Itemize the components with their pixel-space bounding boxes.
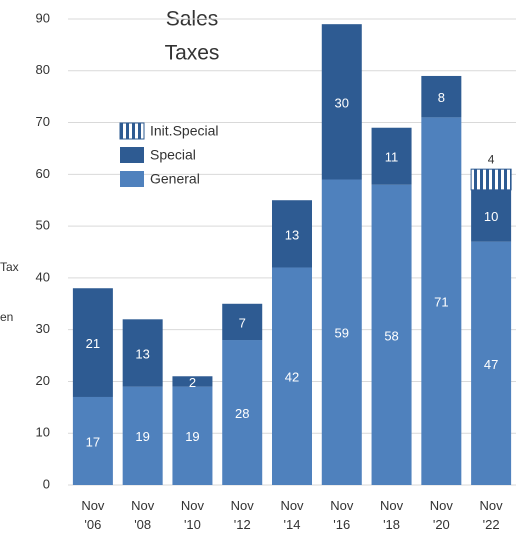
bar-segment — [222, 303, 263, 341]
data-label: 42 — [285, 370, 299, 385]
data-label: 30 — [335, 95, 349, 110]
x-tick-label: Nov '08 — [131, 498, 155, 532]
bar-segment — [371, 127, 412, 185]
data-label: 4 — [488, 152, 495, 166]
legend-swatch — [120, 171, 144, 187]
y-tick-label: 80 — [36, 62, 50, 77]
x-tick-label: Nov '06 — [81, 498, 105, 532]
bar-segment — [122, 386, 163, 485]
bar-segment — [321, 24, 362, 180]
bar-segment — [421, 75, 462, 118]
legend-swatch — [120, 147, 144, 163]
axis-label-fragment: Tax — [0, 260, 19, 274]
data-label: 7 — [239, 315, 246, 330]
bar-segment — [172, 386, 213, 485]
y-tick-label: 0 — [43, 476, 50, 491]
bar-segment — [471, 189, 512, 242]
y-tick-label: 10 — [36, 425, 50, 440]
x-tick-label: Nov '18 — [380, 498, 404, 532]
bar-segment — [72, 396, 113, 485]
legend-label: Init.Special — [150, 123, 218, 139]
bar-segment — [470, 168, 512, 191]
data-label: 19 — [185, 429, 199, 444]
y-tick-label: 40 — [36, 269, 50, 284]
data-label: 19 — [135, 429, 149, 444]
data-label: 58 — [384, 328, 398, 343]
axis-label-fragment: en — [0, 310, 13, 324]
x-tick-label: Nov '16 — [330, 498, 354, 532]
x-tick-label: Nov '22 — [480, 498, 504, 532]
bar-segment — [272, 267, 312, 485]
bar-segment — [421, 117, 462, 485]
legend-label: General — [150, 171, 200, 187]
data-label: 59 — [335, 326, 349, 341]
data-label: 13 — [285, 227, 299, 242]
bar-segment — [172, 376, 213, 387]
bar-segment — [272, 200, 312, 268]
legend-swatch — [119, 122, 145, 140]
y-tick-label: 60 — [36, 166, 50, 181]
x-tick-label: Nov '12 — [231, 498, 255, 532]
data-label: 71 — [434, 295, 448, 310]
y-tick-label: 50 — [36, 218, 50, 233]
data-label: 47 — [484, 357, 498, 372]
y-tick-label: 70 — [36, 114, 50, 129]
bar-segment — [222, 340, 263, 485]
bar-segment — [122, 319, 163, 387]
bar-segment — [371, 184, 412, 485]
x-tick-label: Nov '10 — [181, 498, 205, 532]
data-label: 10 — [484, 209, 498, 224]
bar-segment — [321, 179, 362, 485]
x-tick-label: Nov '14 — [280, 498, 304, 532]
y-tick-label: 90 — [36, 10, 50, 25]
legend-label: Special — [150, 147, 196, 163]
bar-segment — [471, 241, 512, 485]
y-tick-label: 20 — [36, 373, 50, 388]
data-label: 21 — [86, 336, 100, 351]
bar-segment — [72, 288, 113, 397]
x-tick-label: Nov '20 — [430, 498, 454, 532]
data-label: 13 — [135, 346, 149, 361]
data-label: 28 — [235, 406, 249, 421]
y-tick-label: 30 — [36, 321, 50, 336]
data-label: 17 — [86, 434, 100, 449]
data-label: 11 — [385, 150, 399, 165]
data-label: 8 — [438, 90, 445, 105]
chart-title: Taxes — [165, 42, 220, 65]
data-label: 2 — [189, 375, 196, 390]
